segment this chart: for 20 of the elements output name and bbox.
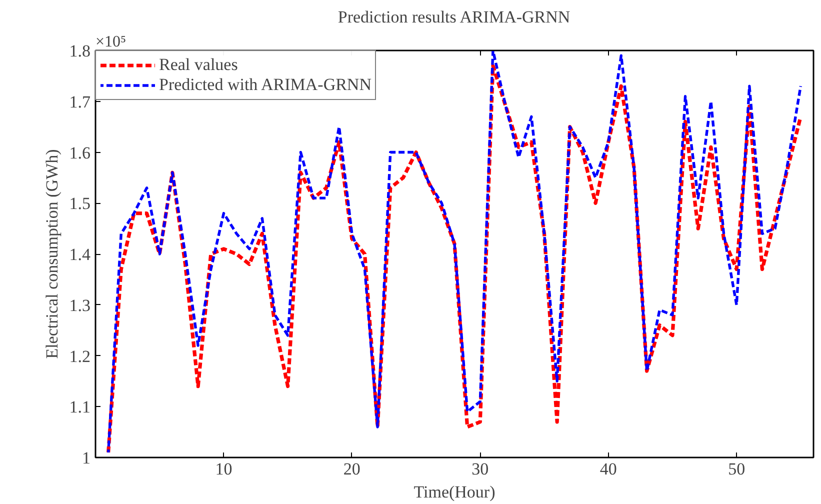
x-axis-title: Time(Hour) [414, 482, 496, 502]
chart-title: Prediction results ARIMA-GRNN [338, 8, 570, 26]
x-tick-label: 40 [600, 460, 617, 478]
y-tick-label: 1.4 [69, 245, 91, 264]
y-tick-label: 1 [82, 448, 90, 468]
legend-label: Real values [159, 55, 238, 75]
y-axis-title: Electrical consumption (GWh) [42, 149, 62, 359]
y-tick-label: 1.1 [69, 398, 90, 417]
text: ×10⁵ [96, 34, 126, 50]
legend-label: Predicted with ARIMA-GRNN [159, 75, 372, 95]
x-tick-label: 30 [472, 460, 489, 478]
x-tick-label: 50 [728, 460, 746, 478]
y-tick-label: 1.2 [69, 346, 90, 366]
y-tick-label: 1.8 [69, 42, 90, 60]
x-tick-label: 20 [343, 460, 360, 478]
x-tick-label: 10 [215, 460, 232, 478]
y-tick-label: 1.6 [69, 143, 90, 162]
y-tick-label: 1.7 [69, 92, 91, 112]
y-tick-label: 1.5 [69, 194, 90, 214]
y-tick-label: 1.3 [69, 296, 90, 315]
